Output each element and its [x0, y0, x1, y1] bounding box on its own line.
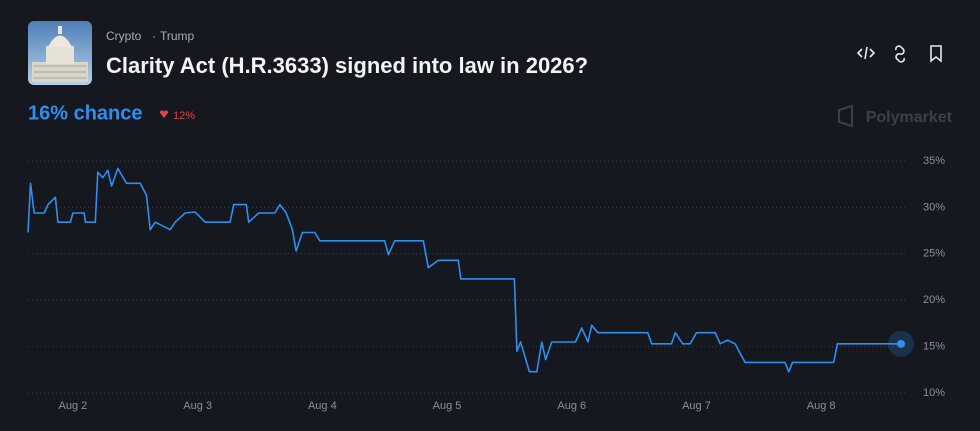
- y-tick-label: 30%: [923, 201, 945, 213]
- x-tick-label: Aug 7: [682, 400, 711, 412]
- bookmark-icon[interactable]: [930, 45, 942, 63]
- headline: 16% chance: [28, 102, 143, 124]
- link-icon[interactable]: [895, 45, 905, 63]
- y-tick-label: 20%: [923, 294, 945, 306]
- y-tick-label: 35%: [923, 155, 945, 167]
- x-tick-label: Aug 8: [807, 400, 836, 412]
- x-tick-label: Aug 4: [308, 400, 337, 412]
- change: 12%: [173, 110, 195, 122]
- brand-logo: [838, 104, 853, 128]
- endpoint: [897, 339, 905, 348]
- x-tick-label: Aug 6: [557, 400, 586, 412]
- y-tick-label: 25%: [923, 248, 945, 260]
- tag[interactable]: Trump: [160, 29, 195, 43]
- y-tick-label: 10%: [923, 387, 945, 399]
- separator: ·: [152, 29, 156, 43]
- x-tick-label: Aug 2: [59, 400, 88, 412]
- x-tick-label: Aug 3: [183, 400, 212, 412]
- embed-icon[interactable]: [856, 46, 876, 60]
- price-line: [27, 167, 901, 373]
- market-title: Clarity Act (H.R.3633) signed into law i…: [106, 53, 588, 78]
- toolbar: [856, 45, 942, 63]
- y-tick-label: 15%: [923, 341, 945, 353]
- market-image: [28, 21, 92, 85]
- x-tick-label: Aug 5: [433, 400, 462, 412]
- brand: Polymarket: [866, 109, 953, 126]
- tag[interactable]: Crypto: [106, 29, 142, 43]
- down-icon: [159, 110, 169, 118]
